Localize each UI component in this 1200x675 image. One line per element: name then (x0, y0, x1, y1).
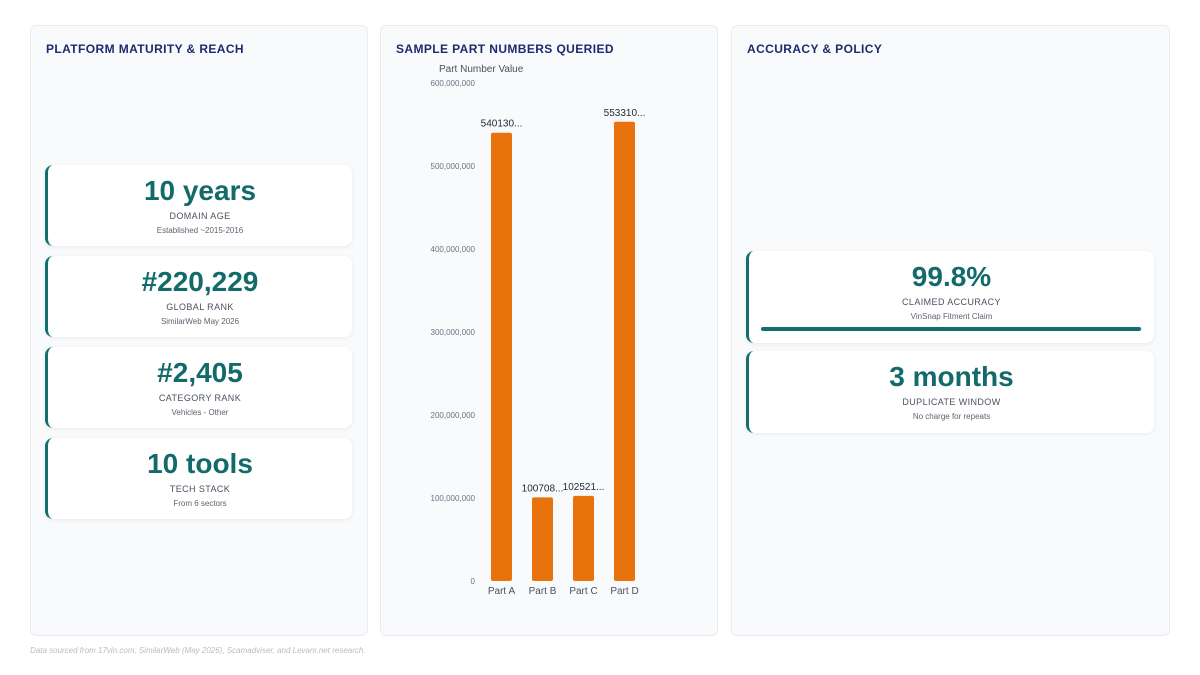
bar (532, 497, 553, 581)
domain-age-card: 10 years DOMAIN AGE Established ~2015-20… (45, 165, 352, 246)
bar (614, 121, 635, 582)
y-axis-title: Part Number Value (439, 64, 524, 75)
y-tick-label: 200,000,000 (431, 411, 476, 420)
y-tick-label: 400,000,000 (431, 245, 476, 254)
card-sub: Established ~2015-2016 (156, 226, 244, 235)
card-label: CATEGORY RANK (158, 393, 242, 403)
source-footnote: Data sourced from 17vin.com, SimilarWeb … (30, 646, 366, 655)
part-number-bar-chart: Part Number Value 0 100,000,000 200,000,000… (431, 64, 646, 597)
claimed-accuracy-card: 99.8% CLAIMED ACCURACY VinSnap Fitment C… (746, 251, 1154, 343)
data-label: 102521... (563, 482, 605, 493)
x-tick-label: Part A (488, 586, 516, 597)
data-label: 100708... (522, 483, 564, 494)
card-label: TECH STACK (169, 484, 231, 494)
card-sub: SimilarWeb May 2026 (160, 317, 240, 326)
card-sub: Vehicles - Other (171, 408, 229, 417)
card-label: DOMAIN AGE (169, 211, 231, 221)
y-tick-label: 0 (471, 577, 476, 586)
bar (573, 495, 594, 581)
data-label: 540130... (481, 119, 523, 130)
card-sub: From 6 sectors (173, 499, 227, 508)
card-label: GLOBAL RANK (166, 302, 234, 312)
card-label: DUPLICATE WINDOW (902, 397, 1001, 407)
category-rank-card: #2,405 CATEGORY RANK Vehicles - Other (45, 347, 352, 428)
card-sub: No charge for repeats (912, 412, 991, 421)
accuracy-policy-panel: ACCURACY & POLICY 99.8% CLAIMED ACCURACY… (731, 25, 1170, 636)
x-tick-label: Part D (610, 586, 638, 597)
tech-stack-card: 10 tools TECH STACK From 6 sectors (45, 438, 352, 519)
platform-maturity-panel: PLATFORM MATURITY & REACH 10 years DOMAI… (30, 25, 368, 636)
part-numbers-panel: SAMPLE PART NUMBERS QUERIED Part Number … (380, 25, 718, 636)
panel-title: ACCURACY & POLICY (747, 42, 883, 56)
card-value: 3 months (889, 361, 1014, 392)
global-rank-card: #220,229 GLOBAL RANK SimilarWeb May 2026 (45, 256, 352, 337)
y-tick-label: 600,000,000 (431, 79, 476, 88)
card-value: 10 tools (147, 448, 253, 479)
card-value: #220,229 (141, 266, 259, 297)
card-value: 99.8% (911, 261, 992, 292)
panel-title: SAMPLE PART NUMBERS QUERIED (396, 42, 614, 56)
data-label: 553310... (604, 108, 646, 119)
x-tick-label: Part C (569, 586, 597, 597)
card-label: CLAIMED ACCURACY (902, 297, 1001, 307)
y-tick-label: 300,000,000 (431, 328, 476, 337)
card-value: #2,405 (157, 357, 243, 388)
accuracy-progress-fill (761, 327, 1142, 331)
accuracy-progress-bar (761, 327, 1142, 331)
y-tick-label: 500,000,000 (431, 162, 476, 171)
y-tick-label: 100,000,000 (431, 494, 476, 503)
bar (491, 132, 512, 581)
panel-title: PLATFORM MATURITY & REACH (46, 42, 244, 56)
card-value: 10 years (143, 175, 257, 206)
duplicate-window-card: 3 months DUPLICATE WINDOW No charge for … (746, 351, 1154, 433)
x-tick-label: Part B (529, 586, 557, 597)
card-sub: VinSnap Fitment Claim (910, 312, 993, 321)
